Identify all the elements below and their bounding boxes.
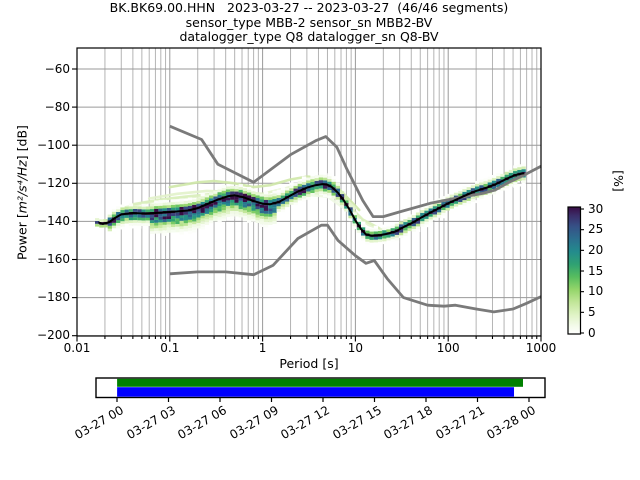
mean-psd-line xyxy=(98,172,525,237)
colorbar-tick-label: 30 xyxy=(588,201,604,216)
datalogger-subtitle: datalogger_type Q8 datalogger_sn Q8-BV xyxy=(179,29,439,44)
colorbar xyxy=(567,206,584,335)
x-tick-label: 0.01 xyxy=(63,341,91,355)
colorbar-tick-label: 15 xyxy=(588,263,604,278)
noise-model-lines xyxy=(169,124,542,314)
title-block: BK.BK69.00.HHN 2023-03-27 -- 2023-03-27 … xyxy=(0,0,618,45)
y-tick-label: −180 xyxy=(37,290,70,305)
colorbar-tick-label: 5 xyxy=(588,304,596,319)
y-tick-label: −200 xyxy=(37,328,70,343)
colorbar-tick-label: 10 xyxy=(588,284,604,299)
nhnm-line xyxy=(169,124,542,218)
axes-frame xyxy=(72,47,542,342)
y-tick-label: −160 xyxy=(37,252,70,266)
coverage-bar-green xyxy=(117,378,523,387)
x-axis-label: Period [s] xyxy=(279,356,339,371)
colorbar-gradient xyxy=(568,207,581,334)
figure-title: BK.BK69.00.HHN 2023-03-27 -- 2023-03-27 … xyxy=(109,0,509,15)
colorbar-tick-label: 0 xyxy=(588,325,596,340)
x-tick-label: 10 xyxy=(347,341,364,355)
y-tick-label: −60 xyxy=(44,61,70,76)
coverage-bar-blue xyxy=(117,387,515,397)
x-tick-label: 0.1 xyxy=(160,341,180,355)
mean-psd xyxy=(98,172,525,237)
colorbar-unit-label: [%] xyxy=(611,170,626,192)
y-tick-label: −120 xyxy=(37,175,70,190)
colorbar-tick-label: 25 xyxy=(588,222,604,237)
y-tick-label: −80 xyxy=(44,99,70,114)
x-tick-label: 1000 xyxy=(525,341,557,355)
coverage-timeline xyxy=(95,377,546,402)
sensor-subtitle: sensor_type MBB-2 sensor_sn MBB2-BV xyxy=(185,14,433,30)
y-tick-label: −100 xyxy=(37,137,70,152)
nlnm-line xyxy=(169,223,542,314)
colorbar-tick-label: 20 xyxy=(588,242,604,257)
x-tick-label: 1 xyxy=(258,341,267,355)
x-tick-label: 100 xyxy=(436,341,460,355)
y-tick-label: −140 xyxy=(37,213,70,228)
